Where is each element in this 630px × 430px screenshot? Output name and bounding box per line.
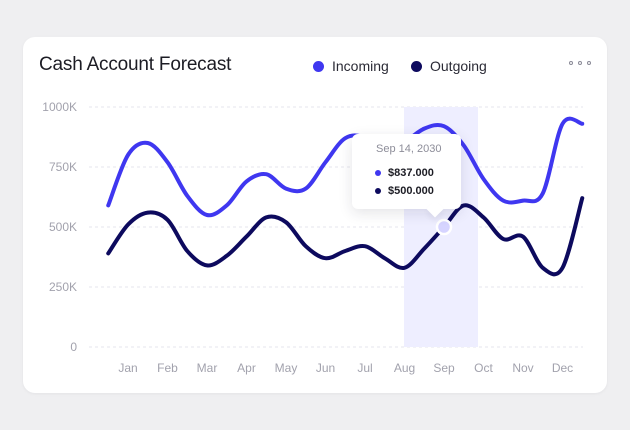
y-tick-label: 500K: [49, 220, 77, 234]
y-tick-label: 250K: [49, 280, 77, 294]
tooltip-outgoing-dot: [375, 188, 381, 194]
x-tick-label: Oct: [474, 361, 493, 375]
chart-card: Cash Account Forecast Incoming Outgoing …: [23, 37, 607, 393]
line-chart: 0 250K 500K 750K 1000K Jan Feb Mar Apr May Jun Jul A…: [42, 100, 585, 375]
legend-outgoing-dot: [411, 60, 422, 72]
y-tick-label: 0: [70, 340, 77, 354]
tooltip: Sep 14, 2030 $837.000 $500.000: [352, 134, 461, 209]
x-tick-label: Sep: [433, 361, 455, 375]
tooltip-incoming-value: $837.000: [388, 167, 434, 179]
x-tick-label: Aug: [394, 361, 415, 375]
highlight-point: [435, 218, 453, 236]
more-horizontal-icon[interactable]: [569, 55, 591, 71]
series-line-outgoing: [106, 196, 585, 277]
x-tick-label: Jun: [316, 361, 335, 375]
x-tick-label: Jan: [118, 361, 137, 375]
legend-incoming-dot: [313, 60, 324, 72]
y-tick-label: 750K: [49, 160, 77, 174]
x-tick-label: Dec: [552, 361, 573, 375]
chart-title: Cash Account Forecast: [39, 54, 232, 75]
x-tick-label: Apr: [237, 361, 256, 375]
tooltip-row-outgoing: $500.000: [375, 185, 434, 197]
tooltip-date: Sep 14, 2030: [376, 143, 442, 155]
x-tick-label: Mar: [197, 361, 218, 375]
x-tick-label: Nov: [512, 361, 533, 375]
x-tick-label: Jul: [357, 361, 372, 375]
legend-incoming[interactable]: Incoming: [313, 58, 389, 74]
tooltip-outgoing-value: $500.000: [388, 185, 434, 197]
legend-incoming-label: Incoming: [332, 58, 389, 74]
x-tick-label: May: [275, 361, 298, 375]
tooltip-incoming-dot: [375, 170, 381, 176]
y-tick-label: 1000K: [42, 100, 77, 114]
legend-outgoing[interactable]: Outgoing: [411, 58, 487, 74]
tooltip-row-incoming: $837.000: [375, 167, 434, 179]
series-line-incoming: [106, 116, 585, 218]
x-tick-label: Feb: [157, 361, 178, 375]
legend-outgoing-label: Outgoing: [430, 58, 487, 74]
